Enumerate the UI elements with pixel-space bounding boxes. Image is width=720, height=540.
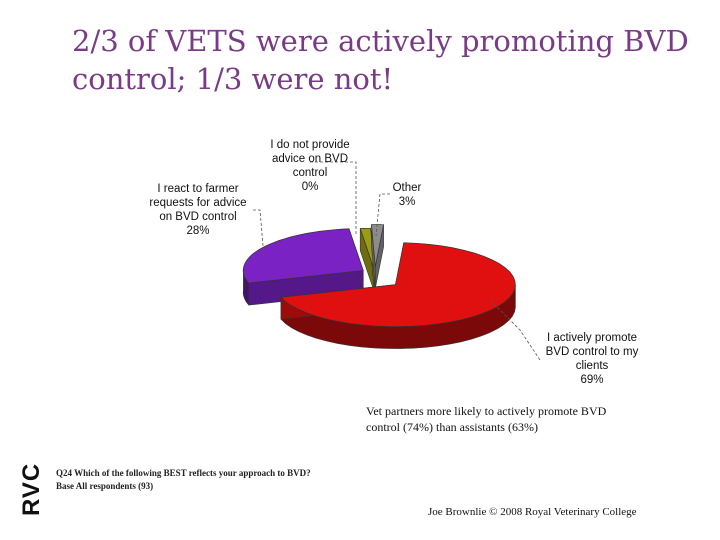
rvc-logo: RVC <box>18 463 45 516</box>
slice-label-react-l3: on BVD control <box>159 211 237 223</box>
leader-line-promote <box>489 299 541 361</box>
slice-label-no-advice-l1: I do not provide <box>270 139 350 151</box>
pie-slice-react <box>242 228 364 306</box>
slice-label-react: I react to farmer requests for advice on… <box>144 182 252 238</box>
slice-value-react: 28% <box>186 225 210 237</box>
slice-label-promote: I actively promote BVD control to my cli… <box>538 331 646 387</box>
slice-value-no-advice: 0% <box>301 181 319 193</box>
slice-label-promote-l2: BVD control to my <box>545 346 639 358</box>
slice-value-other: 3% <box>398 196 416 208</box>
pie-slice-no-advice-top <box>359 227 375 271</box>
title-line-2: control; 1/3 were not! <box>72 62 394 96</box>
slice-label-no-advice-l2: advice on BVD <box>271 153 349 165</box>
pie-slice-other-top <box>371 224 385 267</box>
slice-label-no-advice-l3: control <box>292 167 328 179</box>
leader-line-no-advice <box>310 161 357 236</box>
pie-slice-other <box>371 224 385 289</box>
rvc-logo-text: RVC <box>18 463 45 516</box>
leader-line-other <box>375 193 390 237</box>
pie-layer <box>242 224 516 349</box>
footer-copyright: Joe Brownlie © 2008 Royal Veterinary Col… <box>428 506 637 518</box>
pie-slice-react-top <box>242 228 364 284</box>
slice-label-promote-l1: I actively promote <box>546 332 638 344</box>
question-text: Q24 Which of the following BEST reflects… <box>56 467 396 493</box>
pie-slice-no-advice <box>359 227 375 293</box>
slice-label-react-l2: requests for advice <box>149 197 247 209</box>
slice-label-promote-l3: clients <box>575 360 609 372</box>
question-line-1: Q24 Which of the following BEST reflects… <box>56 468 311 478</box>
vet-partners-note: Vet partners more likely to actively pro… <box>366 404 607 434</box>
slice-value-promote: 69% <box>580 374 604 386</box>
title-line-1: 2/3 of VETS were actively promoting BVD <box>72 24 689 58</box>
leader-lines <box>253 161 541 361</box>
slice-label-other: Other 3% <box>376 181 438 209</box>
slice-label-no-advice: I do not provide advice on BVD control 0… <box>262 138 358 194</box>
slice-label-other-l1: Other <box>392 182 422 194</box>
pie-slice-promote-top <box>280 242 516 327</box>
pie-slice-promote <box>280 242 516 349</box>
slide-title: 2/3 of VETS were actively promoting BVD … <box>72 22 702 98</box>
question-line-2: Base All respondents (93) <box>56 481 154 491</box>
slice-label-react-l1: I react to farmer <box>157 183 239 195</box>
leader-line-react <box>253 209 265 259</box>
